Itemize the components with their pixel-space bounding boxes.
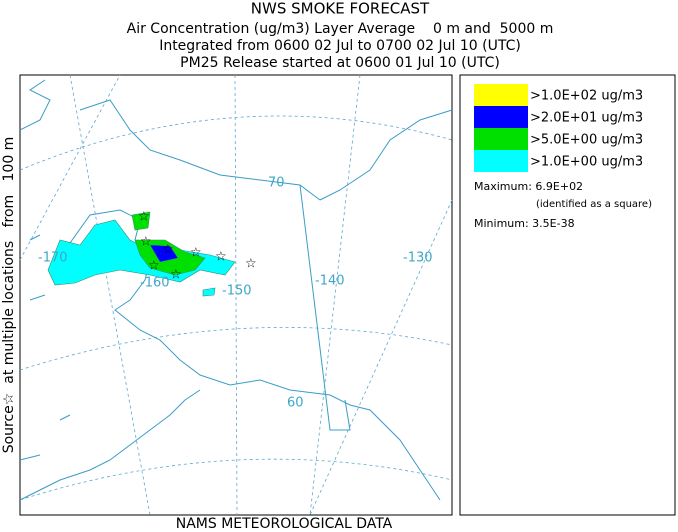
title: NWS SMOKE FORECAST [251,0,430,18]
subtitle: Air Concentration (ug/m3) Layer Average … [127,21,554,37]
source-label: Source☆ at multiple locations from 100 m [1,137,17,454]
maximum-note: (identified as a square) [536,199,652,210]
longitude-label: -170 [38,251,68,266]
legend: >1.0E+02 ug/m3 >2.0E+01 ug/m3 >5.0E+00 ug/… [474,84,643,172]
svg-text:☆: ☆ [162,243,174,258]
legend-label: >5.0E+00 ug/m3 [530,133,643,148]
legend-label: >1.0E+02 ug/m3 [530,89,643,104]
latitude-label: 70 [268,176,285,191]
svg-text:☆: ☆ [215,250,227,265]
legend-swatch [474,150,528,172]
svg-text:☆: ☆ [148,259,160,274]
longitude-label: -130 [403,251,433,266]
legend-swatch [474,84,528,106]
smoke-plume [47,211,236,297]
legend-label: >1.0E+00 ug/m3 [530,155,643,170]
longitude-label: -140 [315,274,345,289]
map-frame [19,74,453,516]
source-markers: ☆☆☆ ☆ ☆ ☆ ☆☆ [138,210,257,283]
subtitle: Integrated from 0600 02 Jul to 0700 02 J… [159,38,521,54]
subtitle: PM25 Release started at 0600 01 Jul 10 (… [180,55,500,71]
footer: NAMS METEOROLOGICAL DATA [176,516,393,532]
svg-text:☆: ☆ [190,246,202,261]
legend-swatch [474,106,528,128]
maximum: Maximum: 6.9E+02 [474,180,583,193]
minimum: Minimum: 3.5E-38 [474,217,575,230]
svg-text:☆: ☆ [138,210,150,225]
svg-text:☆: ☆ [245,257,257,272]
svg-text:☆: ☆ [170,268,182,283]
longitude-label: -150 [222,284,252,299]
latitude-label: 60 [287,396,304,411]
graticule [19,74,453,516]
longitude-label: -160 [140,276,170,291]
svg-text:☆: ☆ [140,235,152,250]
coastline [19,79,453,501]
legend-swatch [474,128,528,150]
legend-label: >2.0E+01 ug/m3 [530,111,643,126]
